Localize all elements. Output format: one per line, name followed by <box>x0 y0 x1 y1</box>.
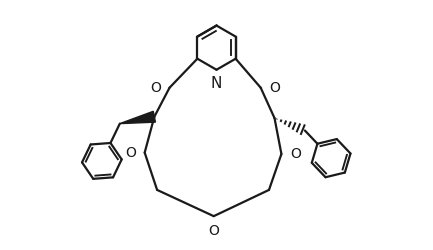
Text: O: O <box>290 147 301 161</box>
Text: N: N <box>211 76 222 92</box>
Polygon shape <box>120 111 155 124</box>
Text: O: O <box>150 81 161 95</box>
Text: O: O <box>269 81 280 95</box>
Text: O: O <box>208 224 219 238</box>
Text: O: O <box>125 146 136 160</box>
